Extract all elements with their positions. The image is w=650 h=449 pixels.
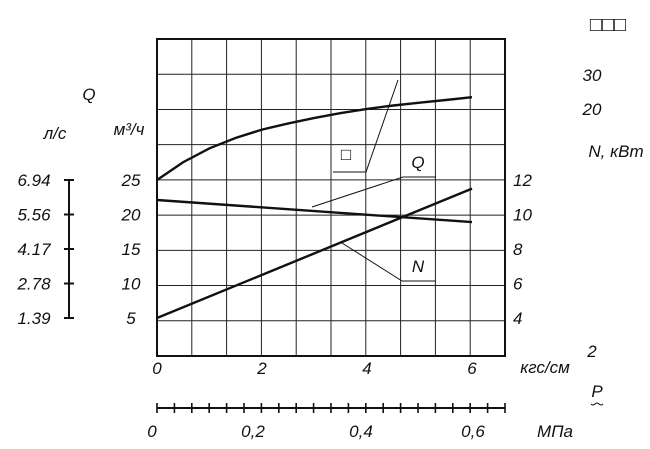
x-tick-label-mpa: 0,6 (461, 422, 485, 441)
x-tick-label-kgf: 4 (362, 359, 371, 378)
x-axis-symbol: P (591, 382, 603, 401)
x-axis-label-kgf: кгс/см (520, 358, 570, 377)
right-tick-label: 6 (513, 275, 523, 294)
series-line-1 (156, 96, 473, 181)
left-tick-label: 10 (122, 275, 141, 294)
right-axis-unit: N, кВт (588, 142, 643, 161)
series-label-3: N (412, 257, 425, 276)
x-tick-label-kgf: 6 (467, 359, 477, 378)
left-tick-label: 25 (121, 171, 141, 190)
x-tick-label-kgf: 0 (152, 359, 162, 378)
ls-tick-label: 5.56 (17, 206, 51, 225)
x-tick-label-mpa: 0,2 (241, 422, 265, 441)
x-tick-label-mpa: 0 (147, 422, 157, 441)
plot-frame (156, 38, 506, 357)
x-tick-label-kgf: 2 (256, 359, 267, 378)
ls-tick-label: 1.39 (17, 309, 51, 328)
series-label-2: Q (411, 153, 424, 172)
left-axis-unit-ls: л/с (43, 124, 67, 143)
ls-tick-label: 4.17 (17, 240, 51, 259)
leader-line-1 (333, 79, 399, 173)
x-axis-label-sup: 2 (586, 342, 597, 361)
leader-line-2 (311, 176, 436, 208)
left-tick-label: 15 (122, 240, 141, 259)
left-tick-label: 20 (121, 206, 141, 225)
series-line-2 (156, 198, 473, 224)
series-line-3 (156, 187, 473, 320)
ls-tick-label: 2.78 (16, 275, 51, 294)
x-axis-label-mpa: МПа (537, 422, 573, 441)
right-tick-label: 10 (513, 206, 532, 225)
symbol-underline (590, 402, 604, 406)
x-tick-label-mpa: 0,4 (349, 422, 373, 441)
ls-tick-label: 6.94 (17, 171, 50, 190)
curves (156, 79, 473, 320)
right-extra-tick-label: 20 (582, 100, 602, 119)
left-axis-unit-m3h: м³/ч (114, 120, 145, 139)
right-tick-label: 4 (513, 309, 522, 328)
left-axis-q-label: Q (82, 85, 95, 104)
grid (64, 39, 604, 413)
right-extra-tick-label: 30 (583, 66, 602, 85)
left-tick-label: 5 (126, 309, 136, 328)
right-tick-label: 12 (513, 171, 532, 190)
series-label-1: □ (341, 145, 351, 164)
right-tick-label: 8 (513, 240, 523, 259)
top-right-mark: □□□ (590, 14, 626, 36)
leader-line-3 (341, 242, 436, 282)
